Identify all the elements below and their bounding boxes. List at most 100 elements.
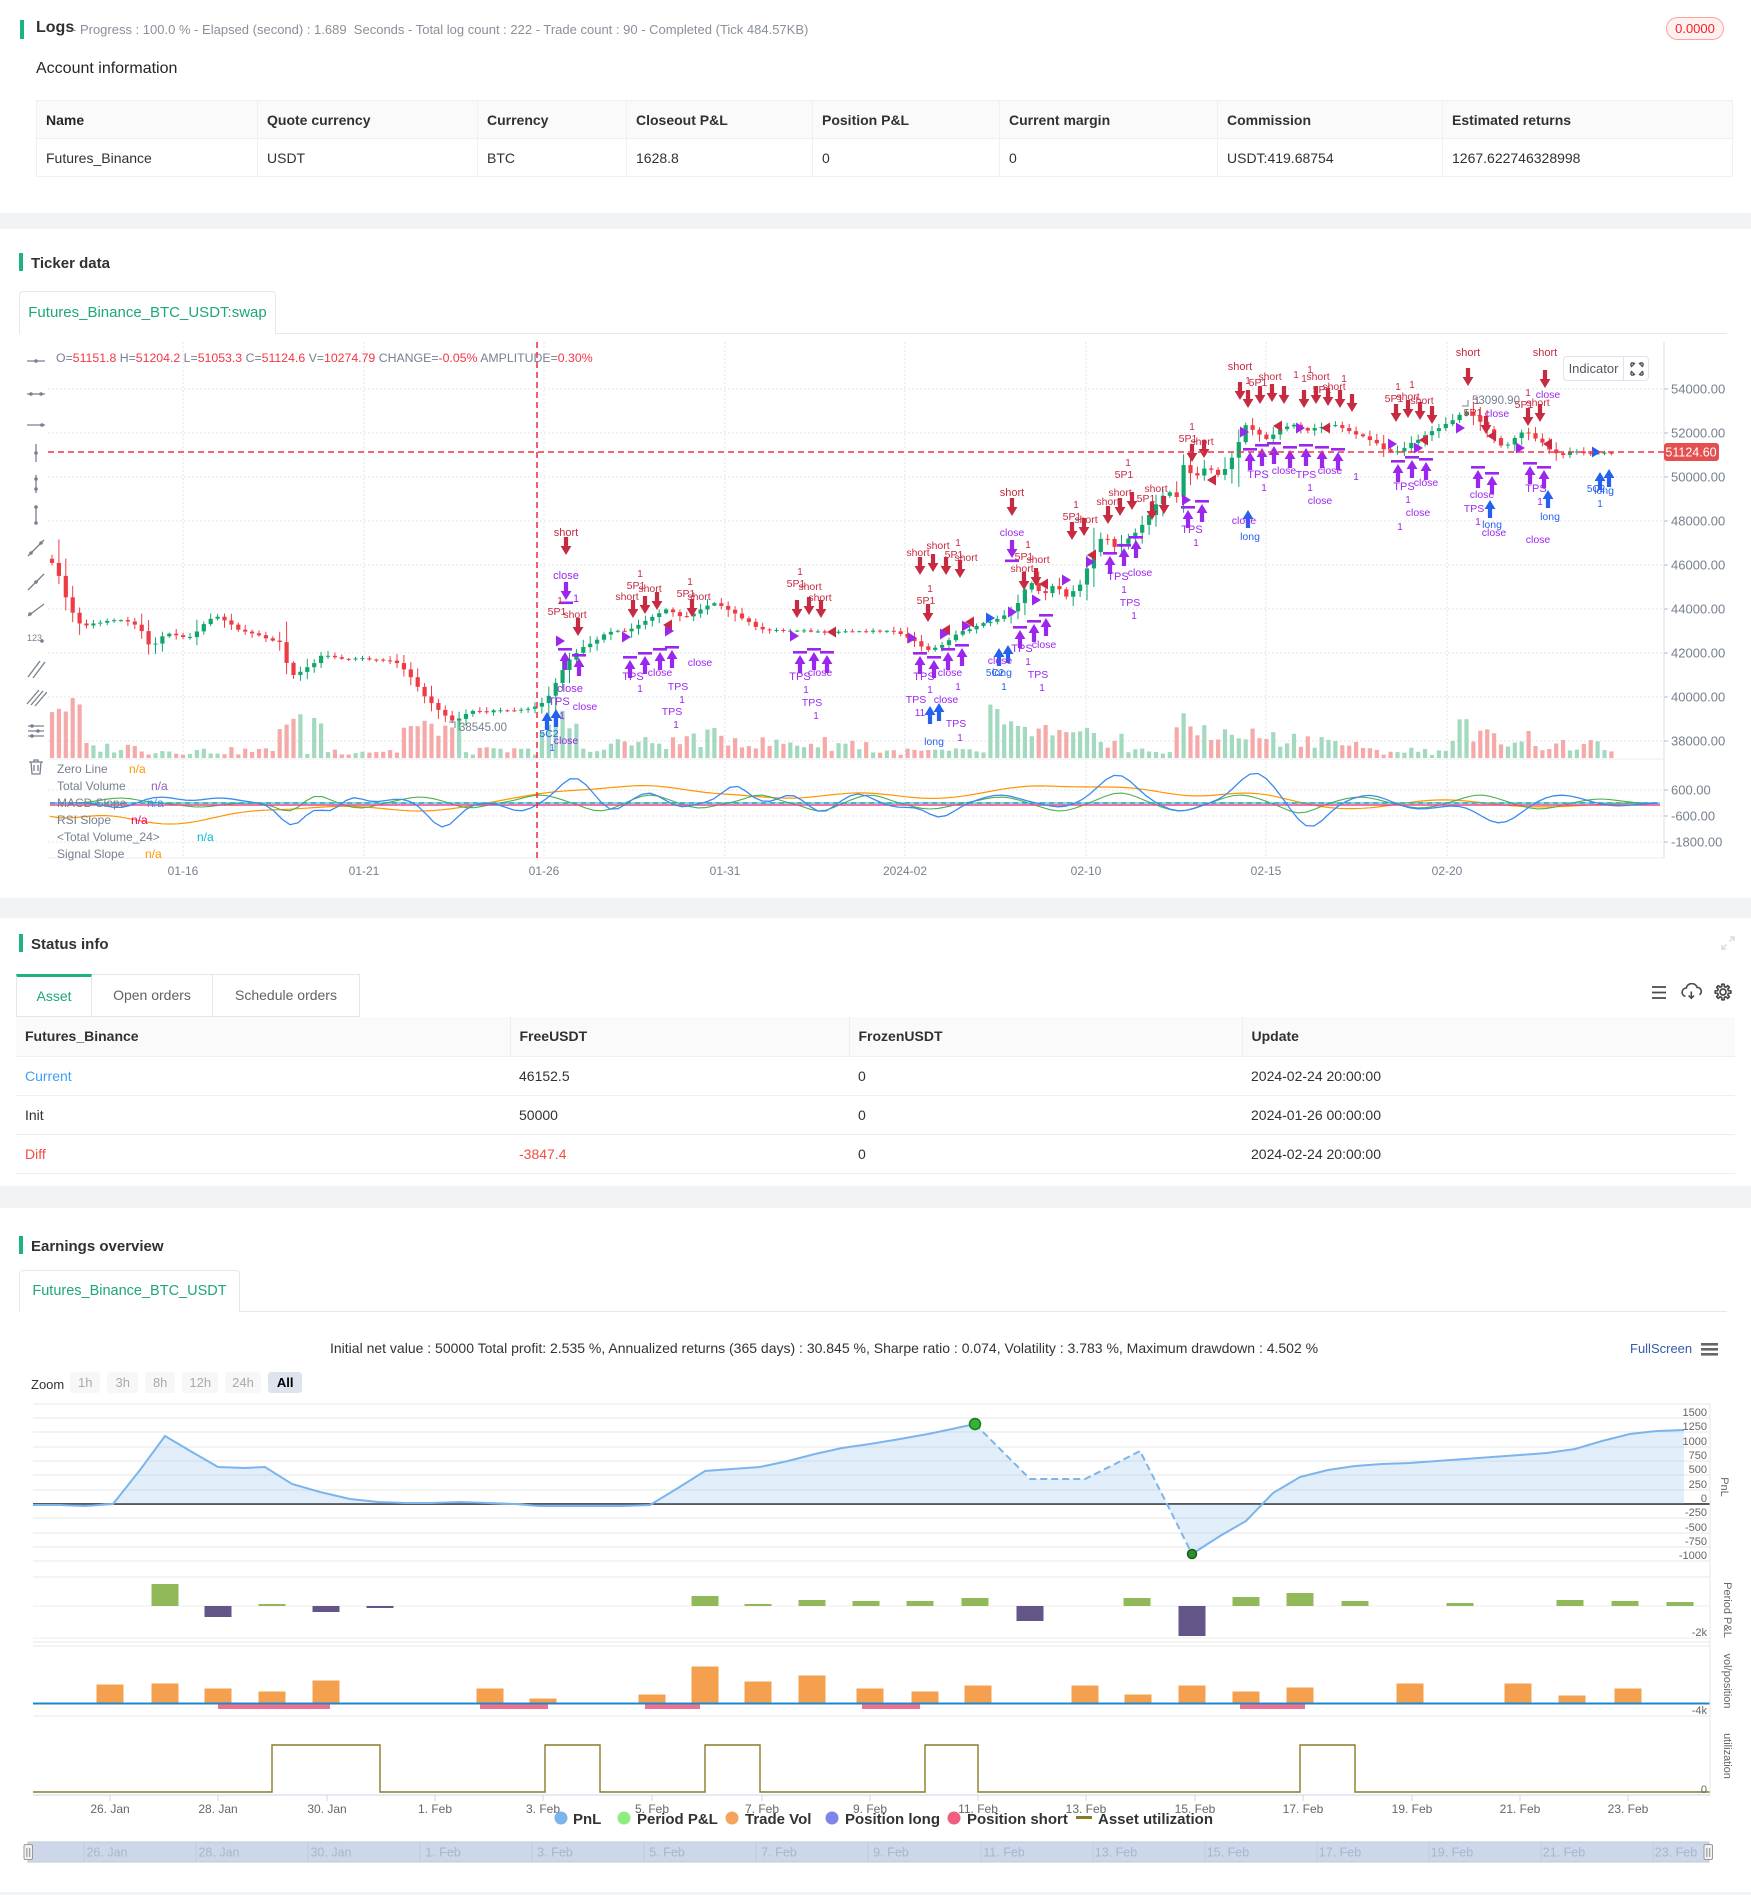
svg-text:01-26: 01-26	[529, 864, 560, 878]
svg-text:short: short	[1010, 563, 1033, 575]
svg-text:close: close	[648, 667, 673, 679]
svg-text:n/a: n/a	[197, 830, 214, 844]
svg-text:short: short	[1258, 371, 1281, 383]
svg-text:PnL: PnL	[1718, 1477, 1730, 1497]
svg-text:38545.00: 38545.00	[459, 722, 507, 734]
svg-text:short: short	[808, 592, 831, 604]
svg-text:Trade Vol: Trade Vol	[745, 1811, 811, 1828]
svg-text:close: close	[1406, 507, 1431, 519]
svg-text:1: 1	[679, 695, 685, 706]
svg-text:1500: 1500	[1683, 1407, 1707, 1419]
svg-text:TPS: TPS	[802, 697, 822, 709]
svg-text:close: close	[553, 570, 579, 582]
svg-text:1: 1	[955, 538, 961, 549]
svg-text:TPS: TPS	[1120, 597, 1140, 609]
svg-text:n/a: n/a	[147, 796, 164, 810]
svg-text:9. Feb: 9. Feb	[873, 1846, 908, 1860]
svg-text:TPS: TPS	[1011, 643, 1032, 655]
svg-text:close: close	[934, 694, 959, 706]
svg-text:1: 1	[803, 685, 809, 696]
svg-text:1: 1	[1341, 374, 1347, 385]
svg-text:short: short	[906, 547, 929, 559]
svg-text:5P1: 5P1	[945, 549, 964, 561]
svg-text:1: 1	[797, 567, 803, 578]
svg-text:01-16: 01-16	[168, 864, 199, 878]
svg-text:1. Feb: 1. Feb	[425, 1846, 460, 1860]
svg-text:close: close	[573, 701, 598, 713]
svg-text:2024-02: 2024-02	[883, 864, 927, 878]
svg-text:close: close	[938, 667, 963, 679]
svg-text:1: 1	[1405, 495, 1411, 506]
svg-text:1: 1	[1537, 497, 1543, 508]
svg-text:5P1: 5P1	[917, 595, 936, 607]
svg-text:close: close	[1485, 408, 1510, 420]
svg-text:close: close	[808, 667, 833, 679]
svg-text:short: short	[954, 552, 977, 564]
svg-text:1000: 1000	[1683, 1436, 1707, 1448]
svg-text:5P1: 5P1	[1179, 433, 1198, 445]
svg-text:TPS: TPS	[1296, 469, 1316, 481]
svg-text:short: short	[1000, 487, 1024, 499]
svg-text:TPS: TPS	[548, 696, 569, 708]
svg-text:1: 1	[1245, 376, 1251, 387]
svg-text:44000.00: 44000.00	[1671, 602, 1725, 617]
svg-text:0: 0	[1701, 1493, 1707, 1505]
svg-text:1: 1	[557, 596, 563, 607]
svg-text:-1800.00: -1800.00	[1671, 835, 1722, 850]
svg-text:close: close	[1308, 495, 1333, 507]
svg-text:1: 1	[1125, 458, 1131, 469]
svg-text:utilization: utilization	[1721, 1733, 1733, 1779]
svg-text:Position short: Position short	[967, 1811, 1068, 1828]
svg-text:26. Jan: 26. Jan	[90, 1802, 129, 1816]
svg-text:-750: -750	[1685, 1536, 1707, 1548]
svg-text:TPS: TPS	[1181, 524, 1202, 536]
svg-text:1: 1	[955, 682, 961, 693]
svg-text:11. Feb: 11. Feb	[983, 1846, 1025, 1860]
svg-text:RSI Slope: RSI Slope	[57, 813, 111, 827]
svg-text:TPS: TPS	[1525, 483, 1546, 495]
svg-text:TPS: TPS	[662, 706, 682, 718]
svg-text:close: close	[1318, 465, 1343, 477]
svg-text:n/a: n/a	[145, 847, 162, 861]
svg-text:02-20: 02-20	[1432, 864, 1463, 878]
svg-text:short: short	[1322, 381, 1345, 393]
svg-text:7. Feb: 7. Feb	[761, 1846, 796, 1860]
svg-text:n/a: n/a	[151, 779, 168, 793]
svg-text:1: 1	[1301, 374, 1307, 385]
svg-text:5P1: 5P1	[677, 588, 696, 600]
svg-text:long: long	[992, 667, 1012, 679]
svg-text:1: 1	[1025, 540, 1031, 551]
svg-text:7. Feb: 7. Feb	[745, 1802, 779, 1816]
svg-text:close: close	[1414, 477, 1439, 489]
svg-text:1: 1	[1261, 483, 1267, 494]
svg-text:26. Jan: 26. Jan	[86, 1846, 127, 1860]
svg-text:1: 1	[1409, 380, 1415, 391]
svg-text:short: short	[1456, 347, 1480, 359]
svg-text:13. Feb: 13. Feb	[1066, 1802, 1107, 1816]
svg-text:1: 1	[1131, 611, 1137, 622]
svg-text:5P1: 5P1	[1063, 511, 1082, 523]
svg-text:5P1: 5P1	[1015, 551, 1034, 563]
svg-text:1: 1	[1025, 657, 1031, 668]
svg-text:13. Feb: 13. Feb	[1095, 1846, 1137, 1860]
svg-text:30. Jan: 30. Jan	[307, 1802, 346, 1816]
svg-text:TPS: TPS	[906, 694, 926, 706]
svg-text:1: 1	[1353, 472, 1359, 483]
svg-text:01-31: 01-31	[710, 864, 741, 878]
svg-text:close: close	[1526, 534, 1551, 546]
svg-text:5P1: 5P1	[548, 606, 567, 618]
svg-text:3. Feb: 3. Feb	[526, 1802, 560, 1816]
svg-text:Asset utilization: Asset utilization	[1098, 1811, 1213, 1828]
svg-text:Zero Line: Zero Line	[57, 762, 108, 776]
svg-text:short: short	[798, 581, 821, 593]
svg-text:1: 1	[1001, 682, 1007, 693]
svg-text:1: 1	[1293, 370, 1299, 381]
svg-text:1: 1	[1395, 382, 1401, 393]
svg-text:close: close	[1482, 527, 1507, 539]
svg-text:short: short	[1306, 371, 1329, 383]
svg-text:PnL: PnL	[573, 1811, 601, 1828]
svg-text:28. Jan: 28. Jan	[198, 1846, 239, 1860]
svg-text:1250: 1250	[1683, 1421, 1707, 1433]
svg-text:15. Feb: 15. Feb	[1207, 1846, 1249, 1860]
svg-text:close: close	[1232, 515, 1257, 527]
